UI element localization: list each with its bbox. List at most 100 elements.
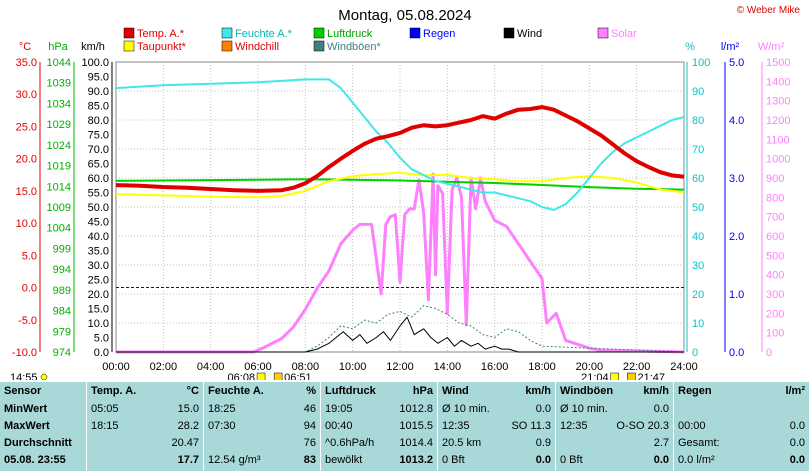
table-header-cell: Feuchte A. — [208, 385, 264, 397]
table-cell: Durchschnitt — [4, 437, 72, 449]
solar-tick-label: 1000 — [766, 154, 790, 166]
temp-tick-label: 35.0 — [16, 57, 37, 69]
solar-tick-label: 1100 — [766, 134, 790, 146]
table-header-cell: Regen — [678, 385, 712, 397]
table-header: Luftdruck hPa — [321, 382, 437, 401]
humidity-tick-label: 40 — [692, 231, 704, 243]
table-cell: 18:15 — [91, 420, 119, 432]
solar-tick-label: 1200 — [766, 115, 790, 127]
table-header: Wind km/h — [438, 382, 555, 401]
pressure-tick-label: 1034 — [47, 98, 71, 110]
legend-label: Temp. A.* — [137, 28, 185, 40]
sun-marker-label: 21:04 — [581, 372, 609, 380]
table-header-cell: Wind — [442, 385, 469, 397]
table-row: ^0.6hPa/h 1014.4 — [321, 435, 437, 452]
sun-marker-label: 06:51 — [284, 372, 312, 380]
x-tick-label: 10:00 — [339, 361, 367, 373]
series-taupunkt — [115, 171, 685, 199]
table-cell: MinWert — [4, 403, 48, 415]
credit-label[interactable]: © Weber Mike — [737, 5, 801, 16]
table-column: Feuchte A.% 18:25 46 07:30 94 76 12.54 g/m³ 83 — [204, 382, 321, 471]
table-header-cell: Temp. A. — [91, 385, 137, 397]
weather-chart: Montag, 05.08.2024 © Weber Mike Temp. A.… — [10, 5, 801, 380]
wind-tick-label: 80.0 — [88, 115, 109, 127]
table-column: Windböen km/h Ø 10 min. 0.0 12:35 O-SO 20.3 2.… — [556, 382, 674, 471]
humidity-tick-label: 60 — [692, 173, 704, 185]
rain-tick-label: 4.0 — [729, 115, 744, 127]
series-windb-en — [116, 305, 685, 353]
wind-tick-label: 40.0 — [88, 231, 109, 243]
solar-tick-label: 500 — [766, 250, 784, 262]
humidity-tick-label: 100 — [692, 57, 710, 69]
table-row: 76 — [204, 435, 320, 452]
table-cell: 12.54 g/m³ — [208, 454, 261, 466]
table-cell: 1014.4 — [399, 437, 433, 449]
table-column: Temp. A. °C 05:05 15.0 18:15 28.2 20.47 17.7 — [87, 382, 204, 471]
plot-area — [115, 78, 685, 354]
sun-marker-icon — [627, 372, 636, 380]
current-time-label: 14:55 — [10, 372, 38, 380]
pressure-tick-label: 1009 — [47, 202, 71, 214]
wind-tick-label: 15.0 — [88, 304, 109, 316]
legend-label: Feuchte A.* — [235, 28, 293, 40]
wind-tick-label: 95.0 — [88, 72, 109, 84]
sun-marker-icon — [610, 372, 619, 380]
pressure-tick-label: 984 — [53, 306, 71, 318]
table-column: Wind km/h Ø 10 min. 0.0 12:35 SO 11.3 20.5 km 0… — [438, 382, 556, 471]
legend-swatch — [313, 27, 325, 39]
pressure-tick-label: 1044 — [47, 57, 71, 69]
table-row: 0 Bft 0.0 — [556, 452, 673, 469]
table-cell: Ø 10 min. — [560, 403, 608, 415]
legend-swatch — [123, 27, 135, 39]
legend-swatch — [221, 40, 233, 52]
solar-tick-label: 800 — [766, 192, 784, 204]
pressure-tick-label: 974 — [53, 347, 71, 359]
temp-tick-label: 30.0 — [16, 89, 37, 101]
table-cell: 00:00 — [678, 420, 706, 432]
table-row: 17.7 — [87, 452, 203, 469]
table-cell: 20.47 — [171, 437, 199, 449]
legend-swatch — [597, 27, 609, 39]
wind-tick-label: 55.0 — [88, 188, 109, 200]
x-tick-label: 12:00 — [386, 361, 414, 373]
rain-tick-label: 3.0 — [729, 173, 744, 185]
table-row: 12:35 SO 11.3 — [438, 418, 555, 435]
table-cell: 0.0 — [653, 454, 669, 466]
table-cell: 1013.2 — [399, 454, 433, 466]
table-cell: 0.9 — [535, 437, 551, 449]
rain-tick-label: 2.0 — [729, 231, 744, 243]
table-cell: 0.0 — [535, 454, 551, 466]
table-cell: 07:30 — [208, 420, 236, 432]
table-header-cell: % — [306, 385, 316, 397]
table-header: Regen l/m² — [674, 382, 809, 401]
legend-label: Solar — [611, 28, 637, 40]
pressure-tick-label: 979 — [53, 326, 71, 338]
table-cell: 0.0 — [789, 454, 805, 466]
table-row: 0 Bft 0.0 — [438, 452, 555, 469]
legend-label: Windböen* — [327, 41, 382, 53]
humidity-tick-label: 30 — [692, 260, 704, 272]
table-cell: 17.7 — [177, 454, 199, 466]
table-row: 18:25 46 — [204, 401, 320, 418]
table-column: Luftdruck hPa 19:05 1012.8 00:40 1015.5 ^0.6hP… — [321, 382, 438, 471]
sun-marker-icon — [273, 372, 283, 380]
table-cell: 76 — [303, 437, 316, 449]
table-cell: MaxWert — [4, 420, 50, 432]
x-tick-label: 00:00 — [102, 361, 130, 373]
table-cell: 05:05 — [91, 403, 119, 415]
current-time-icon — [40, 373, 48, 380]
table-header: Feuchte A.% — [204, 382, 320, 401]
legend-swatch — [503, 27, 515, 39]
table-row: 00:00 0.0 — [674, 418, 809, 435]
sun-marker-label: 06:08 — [228, 372, 256, 380]
table-row: 19:05 1012.8 — [321, 401, 437, 418]
table-cell: Ø 10 min. — [442, 403, 490, 415]
x-tick-label: 20:00 — [576, 361, 604, 373]
series-wind — [116, 316, 684, 353]
wind-tick-label: 25.0 — [88, 275, 109, 287]
table-cell: bewölkt — [325, 454, 363, 466]
table-row: 20.47 — [87, 435, 203, 452]
table-row: 12:35 O-SO 20.3 — [556, 418, 673, 435]
table-cell: 0.0 — [789, 437, 805, 449]
solar-tick-label: 0 — [766, 347, 772, 359]
